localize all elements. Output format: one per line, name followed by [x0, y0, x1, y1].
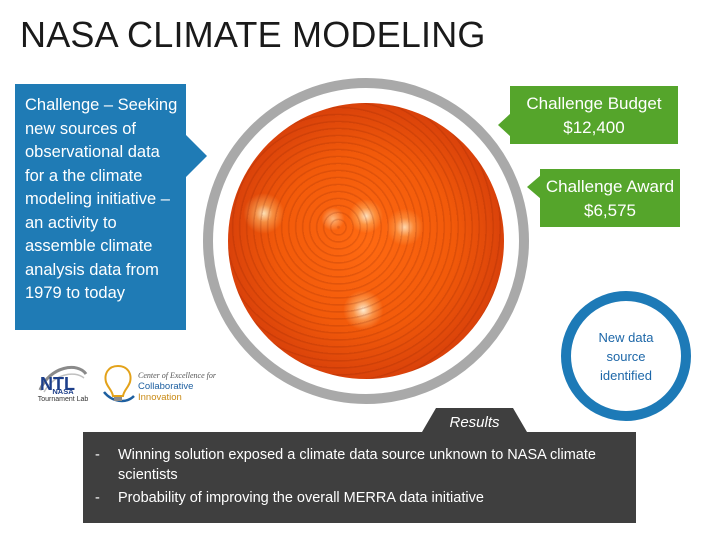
challenge-box-pointer — [185, 134, 207, 178]
results-list: - Winning solution exposed a climate dat… — [95, 445, 620, 508]
new-data-source-text: New data source identified — [586, 328, 666, 385]
result-text: Probability of improving the overall MER… — [118, 490, 484, 506]
challenge-description-box: Challenge – Seeking new sources of obser… — [15, 84, 186, 330]
bullet-dash: - — [95, 488, 100, 508]
result-text: Winning solution exposed a climate data … — [118, 447, 596, 483]
coe-caption-line3: Innovation — [138, 392, 182, 403]
results-label: Results — [422, 413, 527, 433]
budget-value: $12,400 — [510, 116, 678, 140]
coe-caption-line2: Collaborative — [138, 381, 193, 392]
challenge-budget-callout: Challenge Budget $12,400 — [510, 86, 678, 144]
results-box: - Winning solution exposed a climate dat… — [83, 432, 636, 523]
ntl-caption: NASA Tournament Lab — [36, 388, 90, 404]
new-data-source-badge: New data source identified — [561, 291, 691, 421]
sun-surface-texture — [228, 103, 504, 379]
ntl-caption-line1: NASA — [36, 388, 90, 396]
challenge-award-callout: Challenge Award $6,575 — [540, 169, 680, 227]
ntl-caption-line2: Tournament Lab — [36, 396, 90, 404]
list-item: - Probability of improving the overall M… — [95, 488, 620, 508]
award-value: $6,575 — [540, 199, 680, 223]
award-callout-pointer — [527, 175, 541, 199]
bullet-dash: - — [95, 445, 100, 465]
list-item: - Winning solution exposed a climate dat… — [95, 445, 620, 485]
page-title: NASA CLIMATE MODELING — [20, 14, 486, 56]
coe-caption-line1: Center of Excellence for — [138, 371, 216, 380]
award-label: Challenge Award — [540, 175, 680, 199]
coe-bulb-logo — [100, 362, 136, 406]
budget-label: Challenge Budget — [510, 92, 678, 116]
